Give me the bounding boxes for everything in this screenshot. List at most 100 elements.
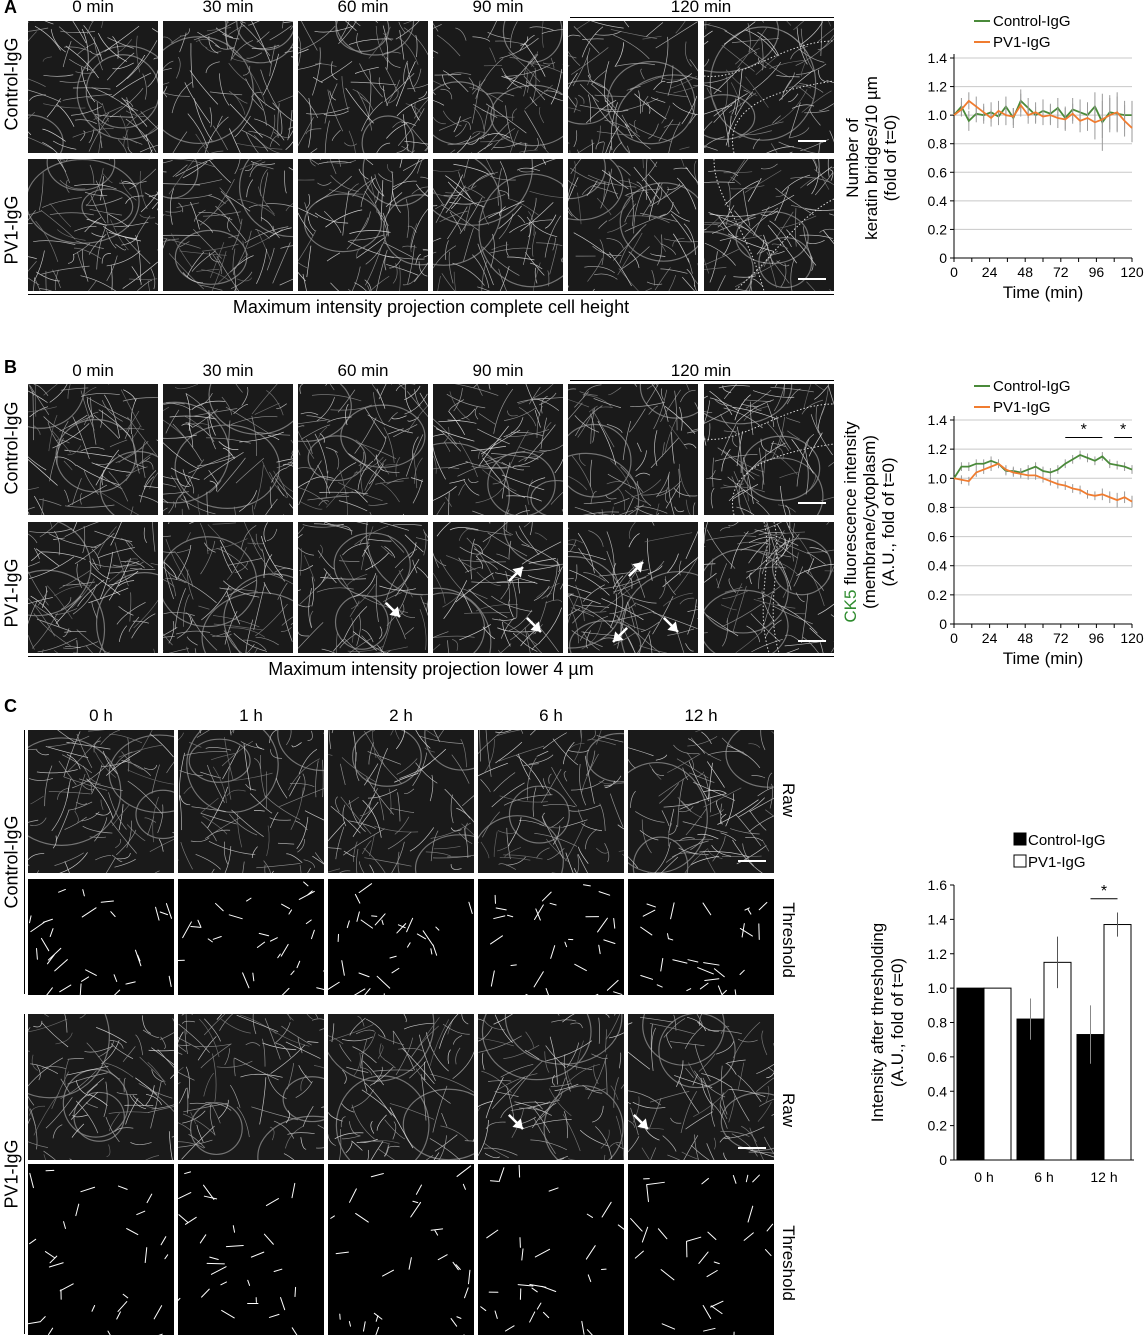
micrograph-b-r0-c1	[163, 384, 293, 515]
time-label-c-2: 2 h	[389, 706, 413, 725]
micrograph-a-r1-c5	[704, 159, 834, 291]
chart-b: 0 0.2 0.4 0.6 0.8 1.0 1.2 1.4 0 24 48 72 96 120 Time (…	[841, 378, 1144, 668]
y-tick-label: 1.0	[928, 107, 948, 123]
y-axis-title-line: (fold of t=0)	[881, 115, 900, 201]
micrograph-c-r1-c2	[328, 879, 474, 995]
x-tick-label: 0	[950, 264, 958, 280]
y-tick-label: 0.4	[928, 558, 948, 574]
caption-a: Maximum intensity projection complete ce…	[232, 297, 630, 317]
time-label-b-0: 0 min	[72, 361, 114, 380]
row-rule-c-control	[24, 730, 25, 994]
arrow	[627, 561, 644, 578]
micrograph-b-r0-c2	[298, 384, 428, 515]
arrow	[662, 616, 679, 633]
micrograph-c-r3-c0	[28, 1164, 174, 1335]
micrograph-b-r1-c1	[163, 522, 293, 653]
micrograph-a-r0-c2	[298, 21, 428, 153]
panel-letter-c: C	[4, 696, 17, 716]
micrograph-c-r0-c3	[478, 730, 624, 873]
y-tick-label: 0.6	[928, 1049, 948, 1065]
micrograph-c-r2-c3	[478, 1014, 624, 1160]
time-label-a-2: 60 min	[337, 0, 389, 16]
micrograph-c-r2-c2	[328, 1014, 474, 1160]
panel-letter-a: A	[4, 0, 17, 17]
y-axis-title-line: CK5 fluorescence intensity	[841, 421, 860, 623]
bar	[1043, 961, 1072, 1161]
micrograph-grid-a	[28, 21, 834, 291]
arrow	[525, 616, 542, 633]
micrograph-grid-b	[28, 384, 834, 653]
y-tick-label: 0.8	[928, 1015, 948, 1031]
y-tick-label: 1.0	[928, 470, 948, 486]
y-tick-label: 0.6	[928, 164, 948, 180]
row-label-b-pv1: PV1-IgG	[1, 558, 22, 628]
y-tick-label: 0	[939, 1152, 947, 1168]
caption-rule-b	[28, 656, 834, 657]
arrow	[384, 601, 401, 618]
side-label-threshold-2: Threshold	[779, 1225, 798, 1301]
micrograph-c-r1-c1	[178, 879, 324, 995]
arrow	[507, 1113, 524, 1130]
bar	[983, 987, 1012, 1161]
row-rule-c-pv1	[24, 1014, 25, 1334]
y-tick-label: 0.6	[928, 529, 948, 545]
time-label-b-1: 30 min	[202, 361, 254, 380]
x-tick-label: 24	[982, 264, 998, 280]
x-tick-label: 96	[1089, 264, 1105, 280]
x-tick-label: 48	[1017, 630, 1033, 646]
bar	[956, 987, 985, 1161]
micrograph-b-r0-c0	[28, 384, 158, 515]
micrograph-b-r0-c4	[568, 384, 698, 515]
y-tick-label: 0	[939, 250, 947, 266]
micrograph-a-r1-c0	[28, 159, 158, 291]
time-label-c-0: 0 h	[89, 706, 113, 725]
chart-c: 0 0.2 0.4 0.6 0.8 1.0 1.2 1.4 1.6 Intensity after…	[868, 832, 1134, 1185]
micrograph-c-r1-c3	[478, 879, 624, 995]
cell-outline	[704, 403, 834, 440]
arrow	[612, 626, 629, 643]
row-label-a-control: Control-IgG	[1, 37, 22, 131]
legend-label: PV1-IgG	[993, 34, 1051, 51]
y-axis-title-line: Intensity after thresholding	[868, 923, 887, 1122]
side-label-raw-2: Raw	[779, 1092, 798, 1128]
micrograph-b-r1-c0	[28, 522, 158, 653]
time-label-c-1: 1 h	[239, 706, 263, 725]
y-axis-title: Number of keratin bridges/10 µm (fold of t…	[843, 76, 900, 240]
y-tick-label: 0.2	[928, 221, 948, 237]
micrograph-c-r0-c2	[328, 730, 474, 873]
y-tick-label: 1.2	[928, 441, 948, 457]
x-tick-label: 0 h	[974, 1169, 993, 1185]
significance-star: *	[1101, 883, 1107, 900]
ck5-word: CK5	[841, 590, 860, 623]
micrograph-c-r1-c4	[628, 879, 774, 995]
legend-swatch	[1013, 832, 1027, 846]
micrograph-c-r2-c1	[178, 1014, 324, 1160]
cell-outline	[732, 80, 834, 153]
x-tick-label: 96	[1089, 630, 1105, 646]
x-tick-label: 72	[1053, 264, 1069, 280]
y-tick-label: 1.2	[928, 79, 948, 95]
caption-b: Maximum intensity projection lower 4 µm	[268, 659, 594, 679]
y-tick-label: 0.4	[928, 193, 948, 209]
y-tick-label: 0	[939, 616, 947, 632]
time-label-a-4: 120 min	[670, 0, 732, 16]
side-label-raw-1: Raw	[779, 782, 798, 818]
micrograph-b-r0-c3	[433, 384, 563, 515]
y-axis-title-line: (A.U., fold of t=0)	[879, 458, 898, 587]
micrograph-a-r0-c3	[433, 21, 563, 153]
x-tick-label: 24	[982, 630, 998, 646]
y-axis-title-line: Number of	[843, 118, 862, 198]
x-axis-title: Time (min)	[1003, 649, 1084, 668]
y-axis-title-line: keratin bridges/10 µm	[862, 76, 881, 240]
y-tick-label: 1.2	[928, 946, 948, 962]
x-tick-label: 120	[1120, 264, 1144, 280]
y-axis-title-line: (membrane/cytoplasm)	[860, 435, 879, 609]
significance-star: *	[1120, 421, 1126, 438]
micrograph-c-r0-c0	[28, 730, 174, 873]
side-label-threshold-1: Threshold	[779, 902, 798, 978]
micrograph-a-r0-c4	[568, 21, 698, 153]
micrograph-a-r0-c1	[163, 21, 293, 153]
panel-letter-b: B	[4, 357, 17, 377]
legend-label: Control-IgG	[993, 378, 1071, 395]
micrograph-a-r1-c2	[298, 159, 428, 291]
